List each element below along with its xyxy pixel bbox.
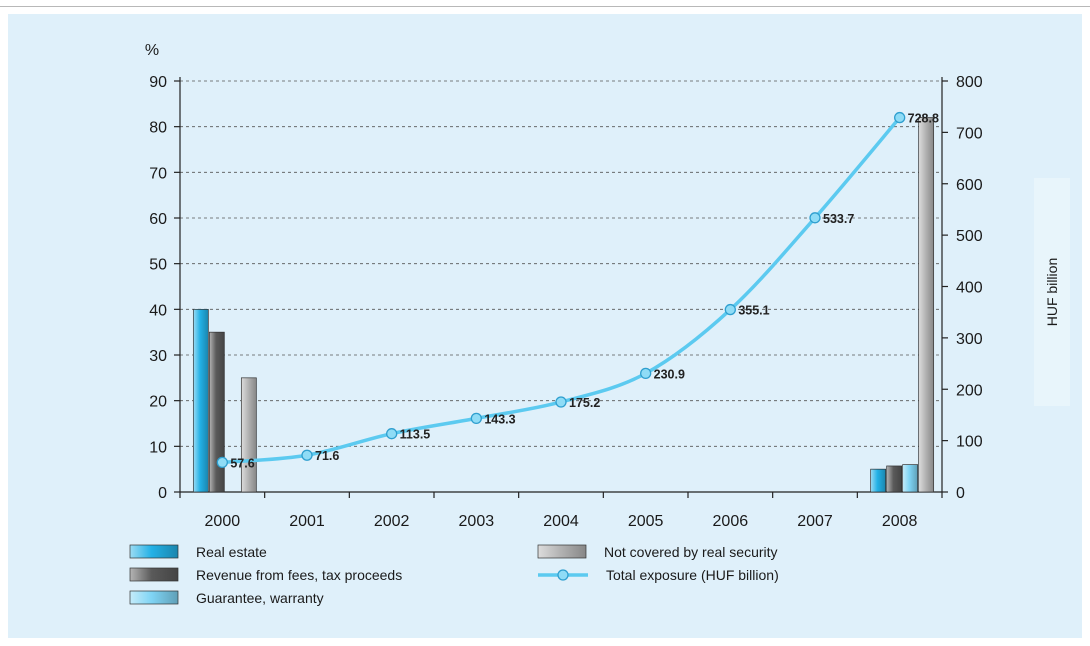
x-axis-tick-label: 2002 xyxy=(374,513,410,530)
top-rule xyxy=(0,6,1090,7)
exposure-data-label: 57.6 xyxy=(230,456,254,470)
x-axis-tick-label: 2008 xyxy=(882,513,918,530)
exposure-data-label: 143.3 xyxy=(484,412,515,426)
left-axis-tick-label: 90 xyxy=(149,74,167,91)
exposure-point xyxy=(301,449,313,461)
right-axis-tick-label: 400 xyxy=(956,280,983,297)
x-axis-tick-label: 2005 xyxy=(628,513,664,530)
exposure-data-label: 113.5 xyxy=(400,428,431,442)
x-axis-tick-label: 2004 xyxy=(543,513,579,530)
right-axis-tick-label: 100 xyxy=(956,434,983,451)
x-axis-tick-label: 2007 xyxy=(797,513,833,530)
left-axis-tick-label: 70 xyxy=(149,165,167,182)
left-axis-tick-label: 40 xyxy=(149,302,167,319)
exposure-data-label: 71.6 xyxy=(315,449,339,463)
legend-swatch-real-estate xyxy=(129,544,179,559)
x-axis-tick-label: 2000 xyxy=(205,513,241,530)
x-axis-tick-label: 2006 xyxy=(713,513,749,530)
left-axis-tick-label: 50 xyxy=(149,257,167,274)
exposure-data-label: 728.8 xyxy=(908,112,939,126)
bar-revenue-from-fees-tax-proceeds xyxy=(208,331,225,493)
exposure-data-label: 533.7 xyxy=(823,212,854,226)
legend-label-real-estate: Real estate xyxy=(196,544,267,560)
left-axis-tick-label: 60 xyxy=(149,211,167,228)
left-axis-tick-label: 80 xyxy=(149,120,167,137)
bar-real-estate xyxy=(870,468,887,493)
legend-label-not-covered-by-real-security: Not covered by real security xyxy=(604,544,778,560)
right-axis-tick-label: 800 xyxy=(956,74,983,91)
exposure-point xyxy=(216,456,228,469)
x-axis-tick-label: 2003 xyxy=(459,513,495,530)
exposure-point xyxy=(386,428,398,440)
left-axis-tick-label: 0 xyxy=(158,485,167,502)
legend-label-guarantee-warranty: Guarantee, warranty xyxy=(196,590,324,606)
left-axis-tick-label: 30 xyxy=(149,348,167,365)
legend-label-revenue-from-fees-tax-proceeds: Revenue from fees, tax proceeds xyxy=(196,567,402,583)
bar-revenue-from-fees-tax-proceeds xyxy=(886,465,903,493)
right-axis-tick-label: 300 xyxy=(956,331,983,348)
right-axis-tick-label: 200 xyxy=(956,382,983,399)
legend-swatch-revenue-from-fees-tax-proceeds xyxy=(129,567,179,582)
exposure-point xyxy=(640,367,652,380)
exposure-point xyxy=(555,396,567,408)
left-axis-tick-label: 10 xyxy=(149,439,167,456)
exposure-data-label: 175.2 xyxy=(569,396,600,410)
x-axis-tick-label: 2001 xyxy=(289,513,325,530)
legend-point-swatch xyxy=(557,569,569,581)
right-axis-tick-label: 600 xyxy=(956,177,983,194)
exposure-point xyxy=(894,111,906,124)
exposure-point xyxy=(724,303,736,316)
left-axis-tick-label: 20 xyxy=(149,394,167,411)
right-axis-title: HUF billion xyxy=(1044,258,1060,326)
exposure-point xyxy=(809,212,821,224)
right-axis-tick-label: 700 xyxy=(956,125,983,142)
right-axis-tick-label: 0 xyxy=(956,485,965,502)
right-axis-title-box xyxy=(1034,178,1070,406)
exposure-data-label: 355.1 xyxy=(738,304,769,318)
bar-not-covered-by-real-security xyxy=(240,377,257,493)
right-axis-tick-label: 500 xyxy=(956,228,983,245)
bar-guarantee-warranty xyxy=(902,464,919,493)
legend-label-total-exposure-huf-billion-: Total exposure (HUF billion) xyxy=(606,567,779,583)
legend-swatch-not-covered-by-real-security xyxy=(537,544,587,559)
exposure-data-label: 230.9 xyxy=(654,367,685,381)
bar-not-covered-by-real-security xyxy=(918,117,935,493)
exposure-line xyxy=(222,116,902,465)
left-axis-unit-label: % xyxy=(145,42,159,59)
legend-swatch-guarantee-warranty xyxy=(129,590,179,605)
bar-real-estate xyxy=(192,308,209,493)
exposure-point xyxy=(470,412,482,425)
